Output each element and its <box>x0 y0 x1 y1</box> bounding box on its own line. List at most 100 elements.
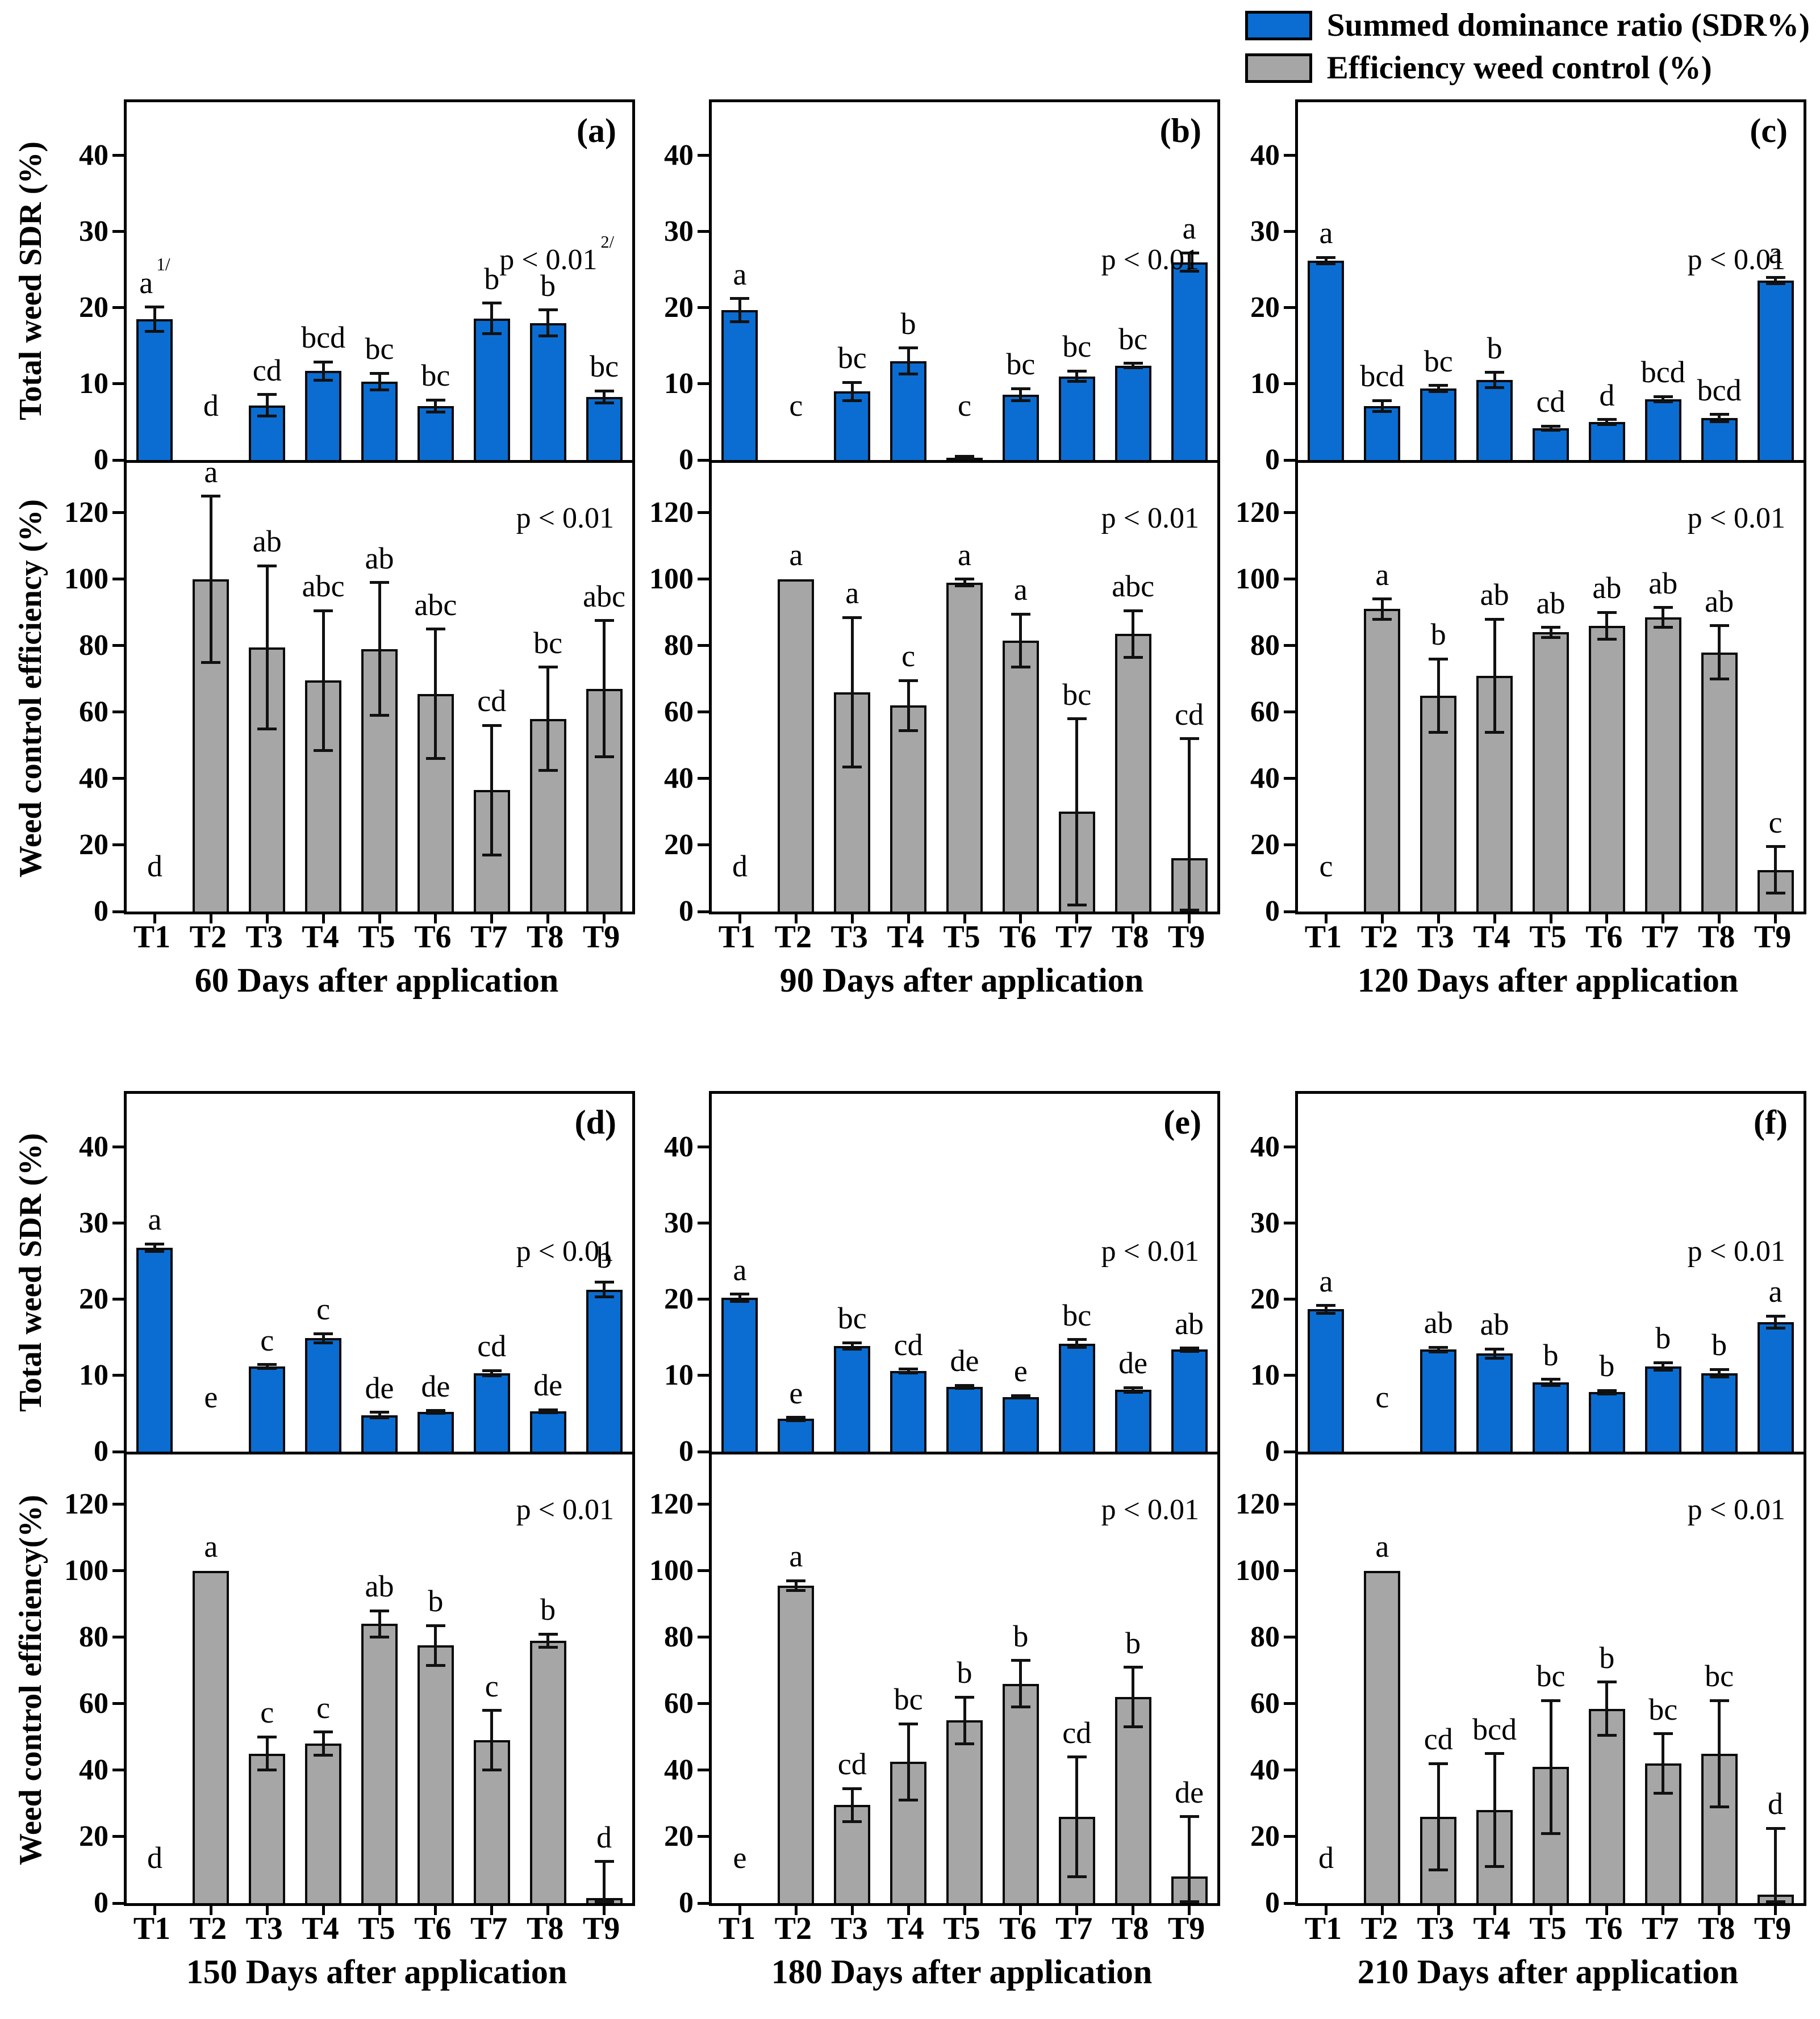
significance-letter-T7: bc <box>1062 329 1092 364</box>
x-category-label-T9: T9 <box>1754 919 1792 955</box>
error-bar-cap-bottom <box>1179 1900 1199 1903</box>
error-bar-cap-top <box>538 666 558 669</box>
error-bar <box>1605 1682 1609 1736</box>
significance-letter-T7: bc <box>1062 677 1092 712</box>
error-bar-cap-top <box>730 297 750 300</box>
x-tick-mark <box>1075 1906 1079 1915</box>
error-bar-cap-bottom <box>482 854 502 857</box>
y-tick-mark <box>112 777 124 780</box>
y-tick-label: 20 <box>1250 291 1280 324</box>
y-tick-label: 40 <box>1250 1130 1280 1163</box>
error-bar-cap-top <box>1179 251 1199 254</box>
x-tick-mark <box>546 914 550 923</box>
panel-e-sdr-bar-T8 <box>1114 1390 1151 1452</box>
error-bar-cap-bottom <box>370 1416 389 1419</box>
p-value-annotation: p < 0.01 <box>516 1494 614 1526</box>
y-tick-mark <box>112 1835 124 1838</box>
error-bar <box>1605 1390 1609 1394</box>
significance-letter-superscript: 1/ <box>156 254 170 275</box>
error-bar-cap-bottom <box>425 1412 445 1415</box>
y-tick-label: 120 <box>64 496 108 529</box>
panel-c-sdr-bar-T1 <box>1308 260 1345 460</box>
error-bar-cap-bottom <box>1709 420 1729 424</box>
panel-e-sdr-bar-T6 <box>1002 1397 1039 1452</box>
panel-b-wce-bar-T6 <box>1002 641 1039 912</box>
error-bar-cap-top <box>370 1609 389 1612</box>
y-tick-mark <box>698 644 709 647</box>
x-category-label-T1: T1 <box>718 919 756 955</box>
y-tick-mark <box>1284 1222 1295 1225</box>
y-tick-mark <box>1284 1636 1295 1639</box>
significance-letter-T1: d <box>1318 1841 1334 1875</box>
error-bar-cap-bottom <box>842 399 862 402</box>
panel-d-wce-bar-T8 <box>529 1640 566 1903</box>
y-tick-mark <box>698 1298 709 1301</box>
x-category-label-T9: T9 <box>582 1911 620 1946</box>
panel-e-sdr-bar-T4 <box>890 1370 927 1452</box>
y-tick-mark <box>698 1636 709 1639</box>
y-tick-label: 80 <box>664 629 694 662</box>
panel-letter-d: (d) <box>574 1103 616 1141</box>
error-bar-cap-top <box>899 1368 919 1371</box>
significance-letter-T9: c <box>1768 805 1783 839</box>
error-bar <box>490 725 494 855</box>
panel-a-wce-chart: 0 20 40 60 80 100 120 d a ab abc ab abc cd bc abc p < 0.… <box>64 456 635 927</box>
error-bar-cap-top <box>1485 1347 1505 1351</box>
error-bar-cap-top <box>1429 384 1449 387</box>
significance-letter-T3: cd <box>837 1747 867 1782</box>
error-bar-cap-top <box>1485 371 1505 374</box>
y-tick-label: 120 <box>64 1487 108 1520</box>
y-tick-label: 20 <box>79 1282 108 1315</box>
error-bar <box>850 382 854 401</box>
panel-c-wce-bar-T5 <box>1533 632 1569 912</box>
x-tick-mark <box>850 1906 854 1915</box>
panel-b-wce-bar-T8 <box>1114 634 1151 912</box>
error-bar-cap-top <box>370 581 389 584</box>
x-tick-mark <box>794 1906 798 1915</box>
error-bar-cap-top <box>899 346 919 350</box>
error-bar-cap-top <box>1765 1826 1785 1830</box>
y-tick-label: 80 <box>79 1620 108 1653</box>
legend-swatch-wce <box>1245 53 1312 83</box>
error-bar <box>1132 1387 1135 1393</box>
y-tick-mark <box>1284 1835 1295 1838</box>
y-tick-mark <box>1284 777 1295 780</box>
error-bar <box>963 1697 966 1744</box>
significance-letter-T8: de <box>533 1368 563 1403</box>
panel-d: Total weed SDR (%) Weed control efficienc… <box>6 1091 635 1992</box>
significance-letter-T4: b <box>900 306 916 341</box>
x-category-label-T4: T4 <box>887 1911 924 1946</box>
y-tick-label: 80 <box>664 1620 694 1653</box>
error-bar-cap-bottom <box>1316 262 1336 265</box>
error-bar-cap-top <box>425 1624 445 1627</box>
panel-c-sdr-bar-T2 <box>1364 406 1401 460</box>
error-bar-cap-top <box>370 371 389 375</box>
x-category-label-T7: T7 <box>470 919 508 955</box>
error-bar-cap-top <box>314 609 333 612</box>
error-bar-cap-top <box>425 628 445 631</box>
y-tick-mark <box>1284 306 1295 310</box>
panel-f-wce-bar-T8 <box>1701 1753 1738 1903</box>
x-tick-mark <box>378 914 381 923</box>
x-category-label-T1: T1 <box>718 1911 756 1946</box>
x-category-label-T6: T6 <box>414 1911 452 1946</box>
error-bar <box>1380 400 1384 412</box>
significance-letter-T9: a <box>1768 1274 1783 1309</box>
error-bar <box>322 1334 325 1343</box>
error-bar <box>1437 1347 1440 1352</box>
error-bar-cap-bottom <box>314 1754 333 1757</box>
significance-letter-T6: e <box>1013 1354 1028 1389</box>
significance-letter-T1: a <box>733 1252 747 1287</box>
error-bar <box>1718 414 1721 422</box>
error-bar-cap-bottom <box>1123 366 1143 370</box>
error-bar-cap-top <box>1067 1755 1087 1759</box>
y-tick-label: 30 <box>664 1206 694 1239</box>
panel-e-wce-chart: 0 20 40 60 80 100 120 e a cd bc b b cd b de p < 0.01 <box>649 1452 1220 1919</box>
x-tick-mark <box>1662 1906 1665 1915</box>
error-bar-cap-top <box>314 360 333 363</box>
error-bar-cap-top <box>1011 1659 1030 1662</box>
error-bar-cap-top <box>1372 399 1392 402</box>
x-category-label-T9: T9 <box>1754 1911 1792 1946</box>
error-bar <box>322 362 325 381</box>
error-bar-cap-bottom <box>1709 1805 1729 1808</box>
